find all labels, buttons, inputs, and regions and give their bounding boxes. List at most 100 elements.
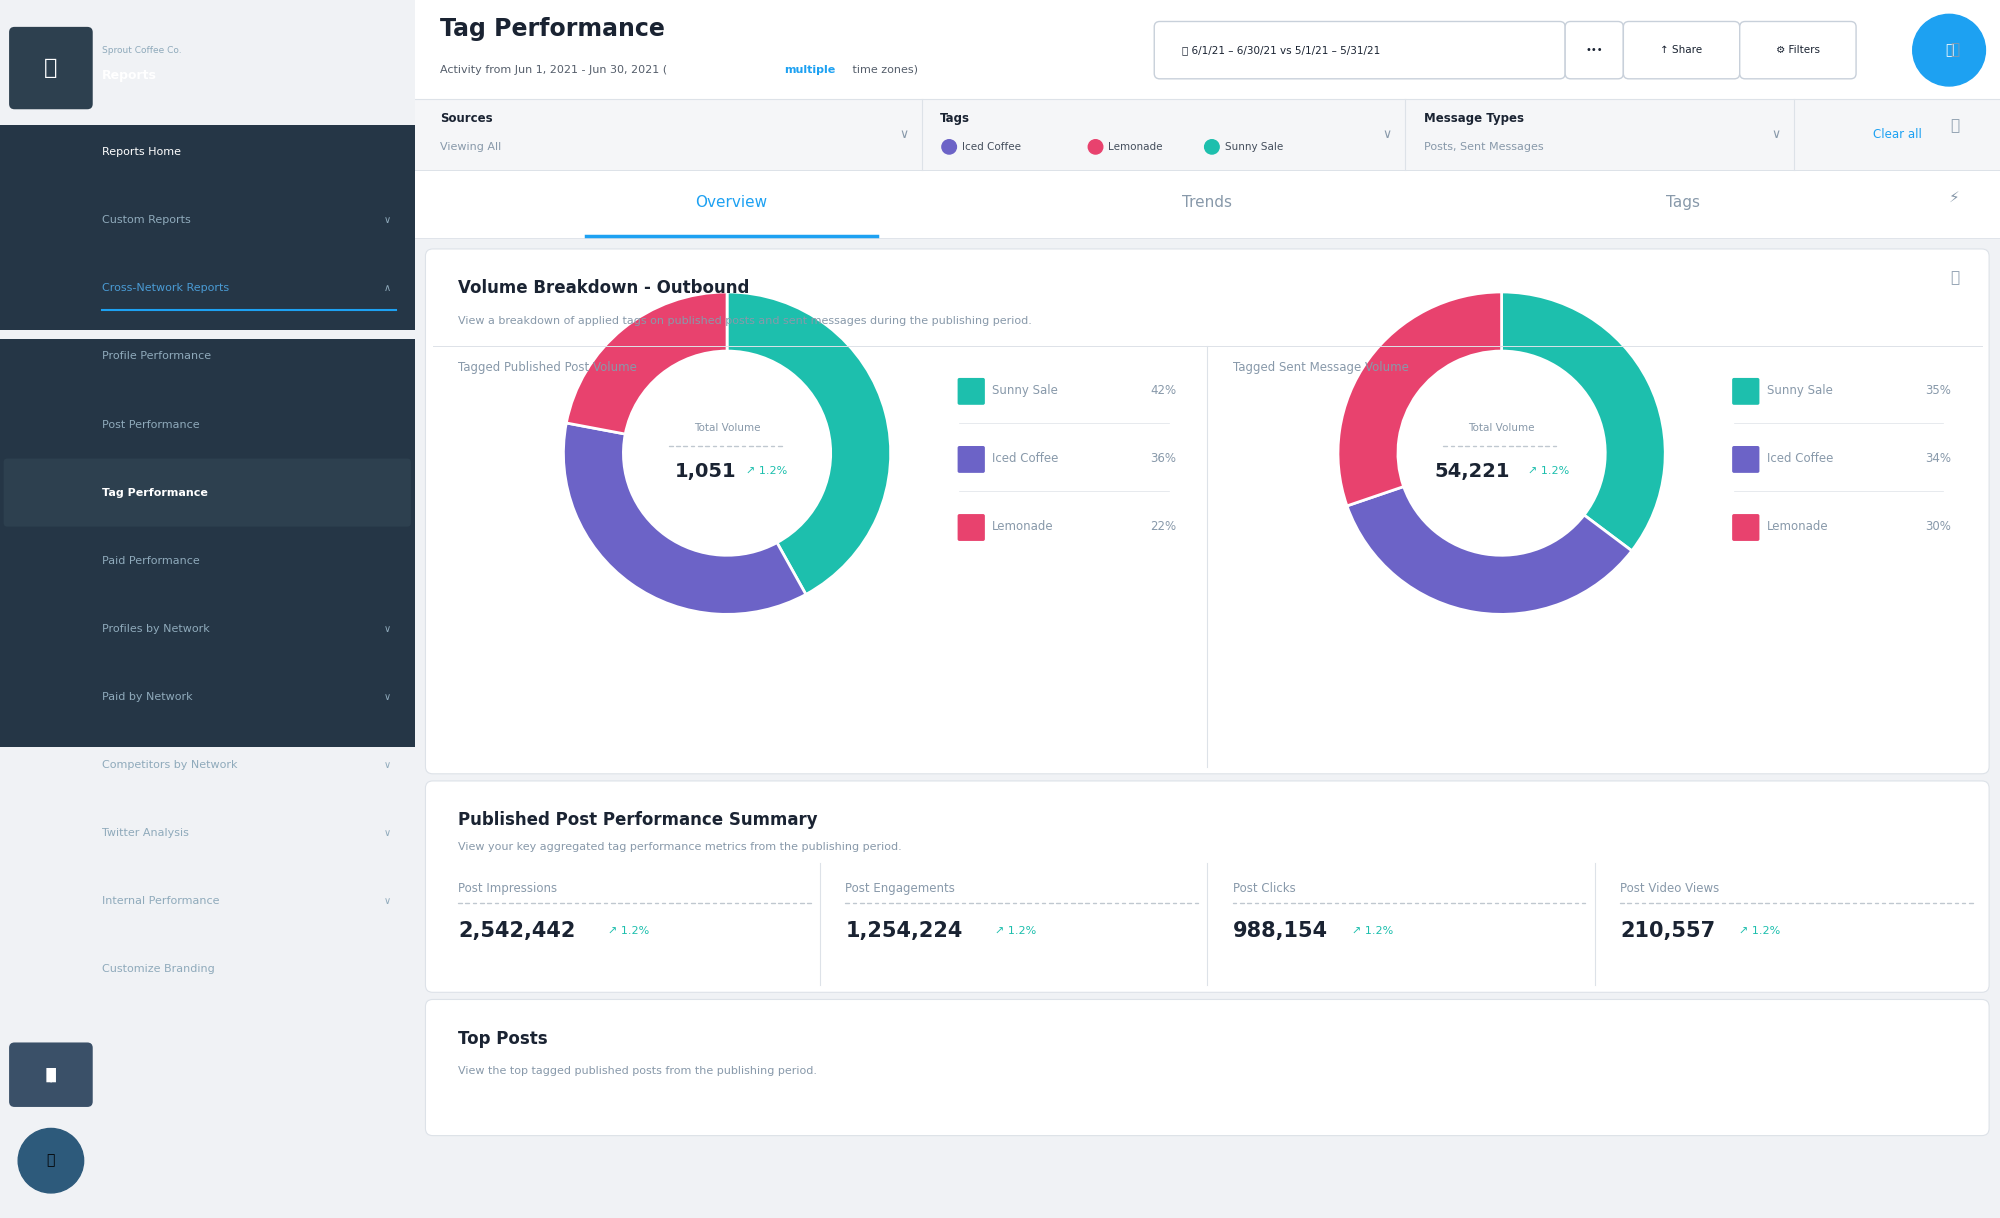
Text: 30%: 30% [1924,520,1950,533]
FancyBboxPatch shape [0,339,414,747]
FancyBboxPatch shape [958,514,984,541]
Text: Customize Branding: Customize Branding [102,963,214,974]
Text: Tagged Published Post Volume: Tagged Published Post Volume [458,361,638,374]
Text: Reports Home: Reports Home [102,147,180,157]
Text: Tagged Sent Message Volume: Tagged Sent Message Volume [1232,361,1408,374]
Text: Competitors by Network: Competitors by Network [102,760,238,770]
Text: ↑ Share: ↑ Share [1660,45,1702,55]
FancyBboxPatch shape [4,458,410,526]
Text: Reports: Reports [102,68,156,82]
Text: Lemonade: Lemonade [1766,520,1828,533]
Text: 35%: 35% [1924,384,1950,397]
Text: 1,254,224: 1,254,224 [846,921,962,942]
Circle shape [1204,140,1220,153]
Text: Iced Coffee: Iced Coffee [992,452,1058,465]
Text: Sunny Sale: Sunny Sale [1224,141,1282,152]
Text: 🔔: 🔔 [1950,43,1960,57]
Text: Clear all: Clear all [1872,128,1922,141]
FancyBboxPatch shape [426,248,1990,773]
Text: Trends: Trends [1182,195,1232,209]
Text: ∨: ∨ [384,760,390,770]
Text: ⚡: ⚡ [1950,190,1960,205]
Wedge shape [1502,292,1666,551]
Text: Post Clicks: Post Clicks [1232,882,1296,895]
Text: ∨: ∨ [900,128,908,141]
Text: ∨: ∨ [384,896,390,906]
Text: ↗ 1.2%: ↗ 1.2% [1740,927,1780,937]
Wedge shape [1338,292,1502,505]
Circle shape [942,140,956,153]
Text: Profile Performance: Profile Performance [102,352,210,362]
FancyBboxPatch shape [958,446,984,473]
FancyBboxPatch shape [414,171,2000,239]
Circle shape [1912,15,1986,86]
Text: ↗ 1.2%: ↗ 1.2% [1352,927,1394,937]
Text: Custom Reports: Custom Reports [102,216,190,225]
Text: ∨: ∨ [384,692,390,702]
Text: ∧: ∧ [384,284,390,294]
Wedge shape [564,423,806,614]
Text: Post Performance: Post Performance [102,419,200,430]
FancyBboxPatch shape [10,27,92,110]
Text: Cross-Network Reports: Cross-Network Reports [102,284,228,294]
Text: Total Volume: Total Volume [694,423,760,434]
Text: Post Engagements: Post Engagements [846,882,956,895]
Text: 2,542,442: 2,542,442 [458,921,576,942]
Text: Published Post Performance Summary: Published Post Performance Summary [458,811,818,829]
Text: Post Video Views: Post Video Views [1620,882,1720,895]
FancyBboxPatch shape [414,239,2000,1218]
Text: 54,221: 54,221 [1434,462,1510,481]
Text: 💬: 💬 [1950,118,1960,133]
Text: ∨: ∨ [384,216,390,225]
Text: Sunny Sale: Sunny Sale [1766,384,1832,397]
Text: ↗ 1.2%: ↗ 1.2% [1528,466,1570,476]
Text: Twitter Analysis: Twitter Analysis [102,828,188,838]
Wedge shape [728,292,890,594]
Wedge shape [1346,486,1632,614]
Text: Total Volume: Total Volume [1468,423,1534,434]
Text: Lemonade: Lemonade [1108,141,1162,152]
Text: ∨: ∨ [1772,128,1780,141]
FancyBboxPatch shape [1732,378,1760,404]
Text: Iced Coffee: Iced Coffee [1766,452,1834,465]
Text: 1,051: 1,051 [674,462,736,481]
Text: Internal Performance: Internal Performance [102,896,220,906]
Text: Tag Performance: Tag Performance [440,17,664,40]
Text: Top Posts: Top Posts [458,1030,548,1047]
Text: 210,557: 210,557 [1620,921,1716,942]
Text: time zones): time zones) [850,65,918,74]
Text: Message Types: Message Types [1424,112,1524,124]
FancyBboxPatch shape [1732,514,1760,541]
Text: Iced Coffee: Iced Coffee [962,141,1020,152]
Text: ∨: ∨ [384,828,390,838]
Text: Paid by Network: Paid by Network [102,692,192,702]
FancyBboxPatch shape [1154,22,1566,79]
FancyBboxPatch shape [414,0,2000,99]
Wedge shape [566,292,728,434]
Text: Profiles by Network: Profiles by Network [102,624,210,633]
Text: Tags: Tags [1666,195,1700,209]
Text: Posts, Sent Messages: Posts, Sent Messages [1424,141,1544,152]
FancyBboxPatch shape [426,781,1990,993]
FancyBboxPatch shape [1624,22,1740,79]
Text: Activity from Jun 1, 2021 - Jun 30, 2021 (: Activity from Jun 1, 2021 - Jun 30, 2021… [440,65,668,74]
Text: ∨: ∨ [1382,128,1392,141]
Text: 42%: 42% [1150,384,1176,397]
Text: Tags: Tags [940,112,970,124]
FancyBboxPatch shape [10,1043,92,1107]
FancyBboxPatch shape [958,378,984,404]
Text: 34%: 34% [1924,452,1950,465]
Text: 22%: 22% [1150,520,1176,533]
Circle shape [18,1128,84,1192]
Text: Sprout Coffee Co.: Sprout Coffee Co. [102,45,182,55]
Text: View the top tagged published posts from the publishing period.: View the top tagged published posts from… [458,1066,818,1077]
FancyBboxPatch shape [414,99,2000,171]
FancyBboxPatch shape [1732,446,1760,473]
Text: •••: ••• [1586,45,1604,55]
Text: 🌿: 🌿 [1944,43,1954,57]
Text: ▐▌: ▐▌ [40,1067,62,1082]
Text: 36%: 36% [1150,452,1176,465]
Text: View your key aggregated tag performance metrics from the publishing period.: View your key aggregated tag performance… [458,842,902,853]
FancyBboxPatch shape [1566,22,1624,79]
Text: Volume Breakdown - Outbound: Volume Breakdown - Outbound [458,279,750,297]
